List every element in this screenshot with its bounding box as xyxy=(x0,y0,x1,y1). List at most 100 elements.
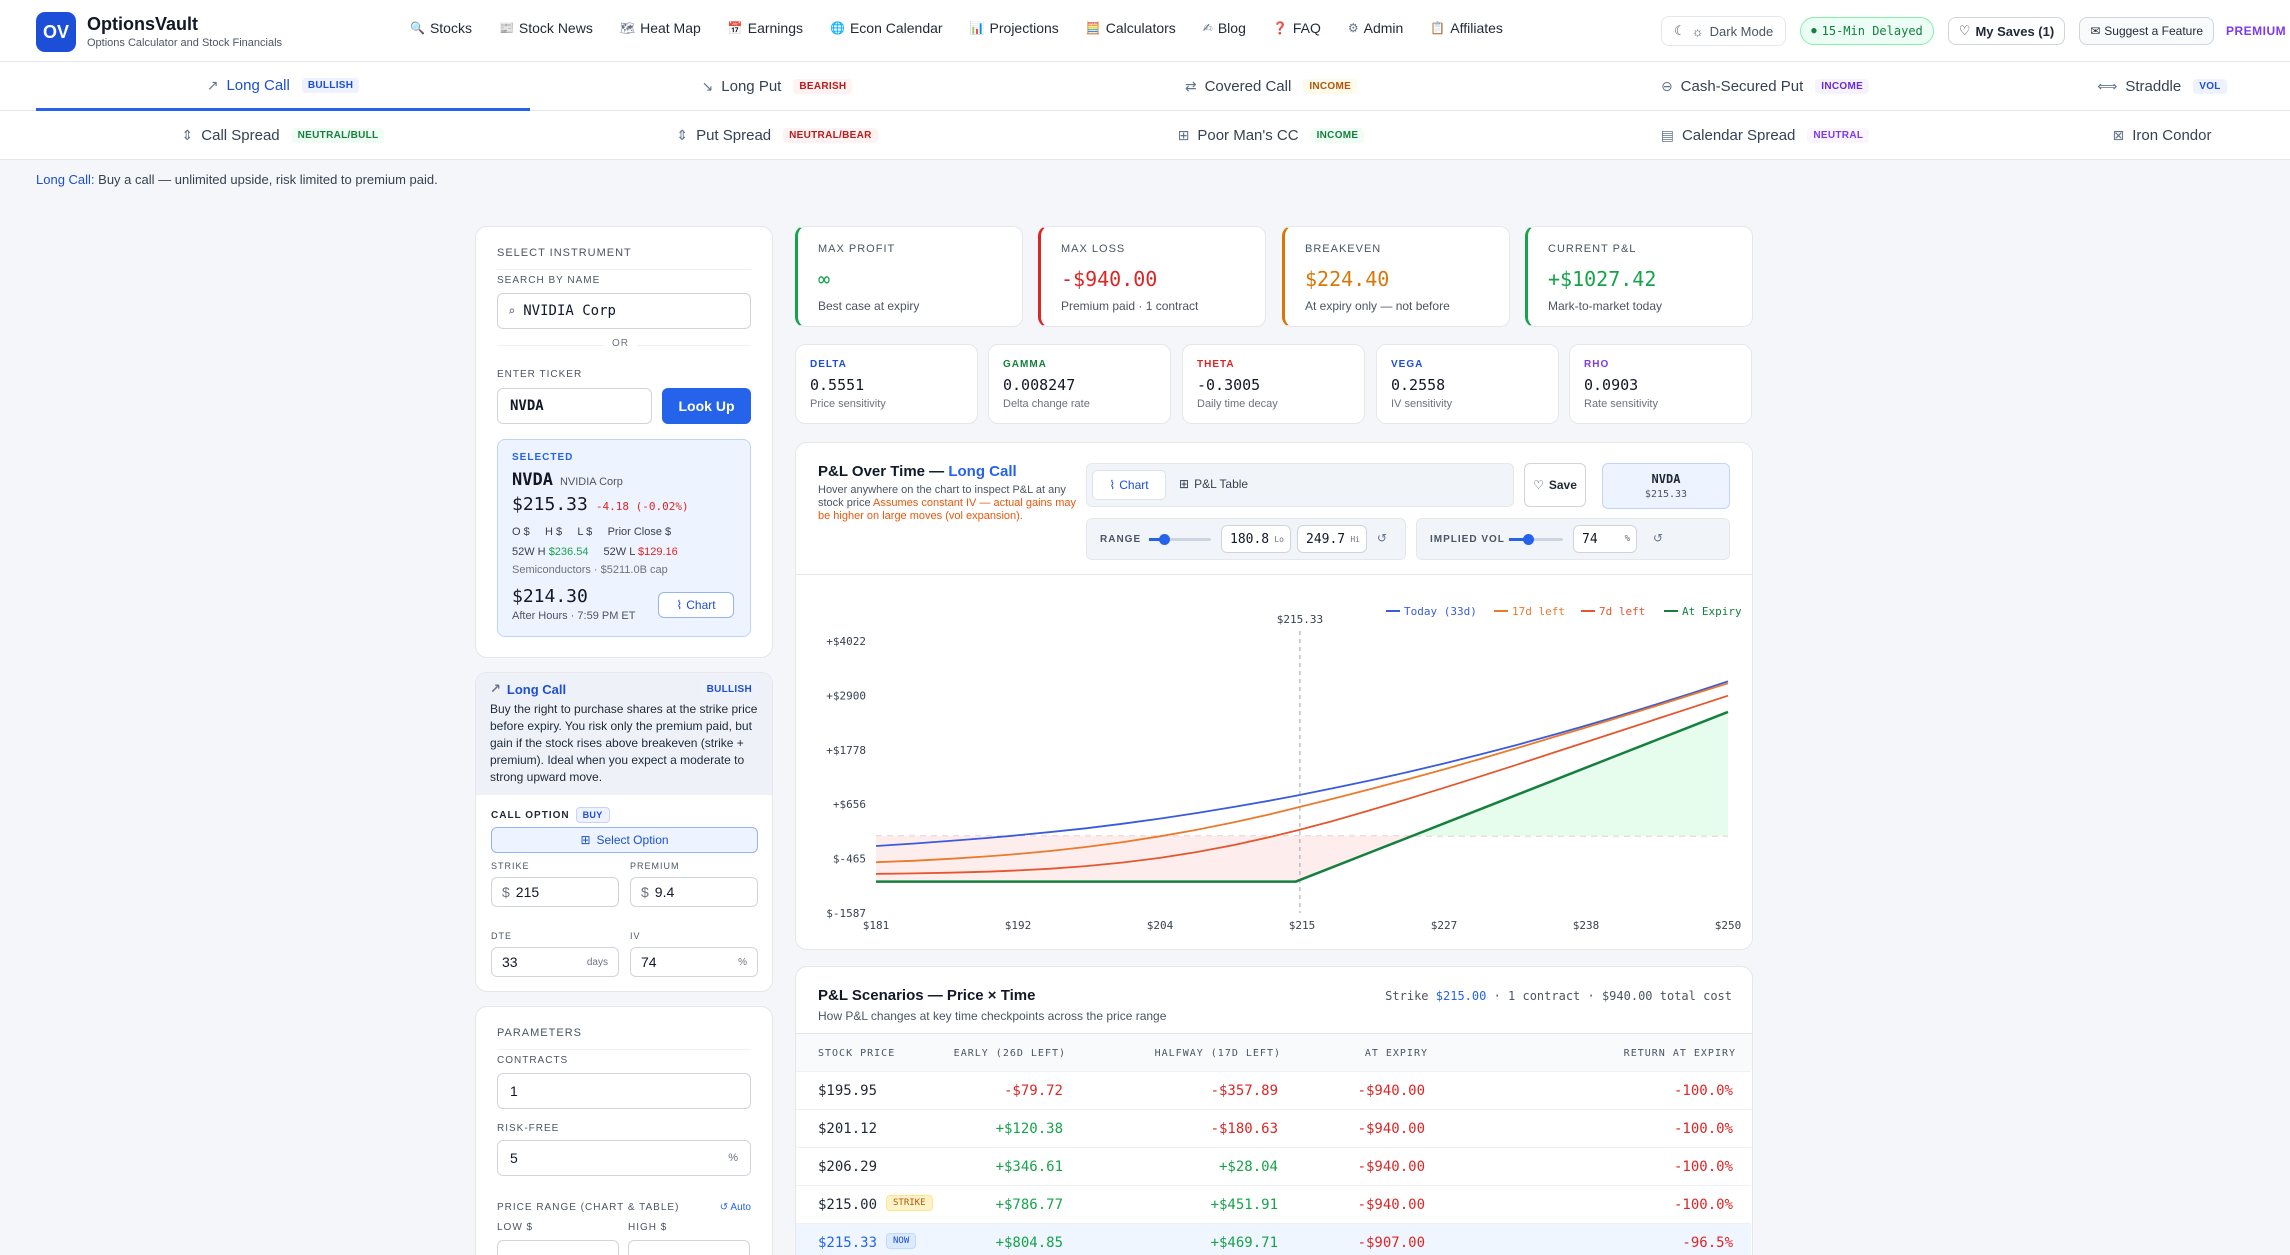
nav-link-faq[interactable]: ❓ FAQ xyxy=(1273,20,1321,36)
tab-pl-table[interactable]: ⊞ P&L Table xyxy=(1179,477,1248,491)
row-cell: -$907.00 xyxy=(1357,1235,1425,1251)
my-saves-button[interactable]: ♡ My Saves (1) xyxy=(1947,17,2066,45)
low-input[interactable] xyxy=(497,1240,619,1255)
strategy-tab-long-call[interactable]: ↗ Long Call BULLISH xyxy=(36,62,530,111)
range-slider[interactable] xyxy=(1149,534,1211,545)
nav-link-stock-news[interactable]: 📰 Stock News xyxy=(499,20,593,36)
header-actions: ☾ ☼ Dark Mode ● 15-Min Delayed ♡ My Saves (1… xyxy=(1661,16,2290,46)
nav-link-calculators[interactable]: 🧮 Calculators xyxy=(1086,20,1176,36)
table-row[interactable]: $206.29 +$346.61 +$28.04 -$940.00 -100.0% xyxy=(796,1147,1751,1185)
row-price: $201.12 xyxy=(818,1121,878,1137)
chart-button[interactable]: ⌇ Chart xyxy=(658,592,734,618)
series-line-17d-left[interactable] xyxy=(875,682,1729,864)
risk-free-input[interactable]: 5% xyxy=(497,1140,751,1176)
nav-link-label: Heat Map xyxy=(640,20,701,36)
strategy-tab-call-spread[interactable]: ⇕ Call Spread NEUTRAL/BULL xyxy=(36,111,530,160)
strategy-tab-calendar-spread[interactable]: ▤ Calendar Spread NEUTRAL xyxy=(1518,111,2012,160)
nav-link-label: Stocks xyxy=(429,20,472,36)
column-header[interactable]: HALFWAY (17D LEFT) xyxy=(1154,1048,1281,1059)
strike-input[interactable]: $215 xyxy=(491,877,619,907)
column-header[interactable]: RETURN AT EXPIRY xyxy=(1623,1048,1736,1059)
symbol-chip[interactable]: NVDA $215.33 xyxy=(1602,463,1730,509)
scenarios-subtitle: How P&L changes at key time checkpoints … xyxy=(818,1009,1167,1023)
nav-link-admin[interactable]: ⚙ Admin xyxy=(1348,20,1403,36)
dark-mode-button[interactable]: ☾ ☼ Dark Mode xyxy=(1661,16,1787,46)
row-price: $215.00 xyxy=(818,1197,878,1213)
tab-chart[interactable]: ⌇ Chart xyxy=(1092,470,1166,500)
w52h-value: $236.54 xyxy=(548,546,589,558)
dte-unit: days xyxy=(586,956,608,968)
row-cell: -100.0% xyxy=(1673,1083,1733,1099)
nav-link-stocks[interactable]: 🔍 Stocks xyxy=(410,20,472,36)
nav-link-affiliates[interactable]: 📋 Affiliates xyxy=(1430,20,1503,36)
iv-slider-handle[interactable] xyxy=(1523,534,1534,545)
kpi-subtitle: Premium paid · 1 contract xyxy=(1061,299,1199,313)
nav-link-projections[interactable]: 📊 Projections xyxy=(970,20,1059,36)
nav-link-blog[interactable]: ✍ Blog xyxy=(1203,20,1246,36)
premium-link[interactable]: PREMIUM xyxy=(2226,24,2286,38)
reset-iv-icon[interactable]: ↺ xyxy=(1653,531,1664,545)
strategy-tab-iron-condor[interactable]: ⊠ Iron Condor xyxy=(2012,111,2290,160)
strategy-tab-poor-man-s-cc[interactable]: ⊞ Poor Man's CC INCOME xyxy=(1024,111,1518,160)
range-high-input[interactable]: 249.7 Hi xyxy=(1297,525,1367,553)
tab-table-label: P&L Table xyxy=(1194,477,1249,491)
premium-value: 9.4 xyxy=(654,884,675,900)
strategy-icon: ⟺ xyxy=(2097,78,2118,94)
auto-range-button[interactable]: ↺ Auto xyxy=(720,1202,751,1213)
series-line-7d-left[interactable] xyxy=(875,694,1729,875)
strategy-tab-straddle[interactable]: ⟺ Straddle VOL xyxy=(2012,62,2290,111)
brand-name[interactable]: OptionsVault xyxy=(87,14,199,34)
dte-input[interactable]: 33 days xyxy=(491,947,619,977)
iv-slider[interactable] xyxy=(1509,534,1563,545)
table-row[interactable]: $195.95 -$79.72 -$357.89 -$940.00 -100.0% xyxy=(796,1071,1751,1109)
strategy-card-title: Long Call xyxy=(506,681,567,697)
greek-vega: VEGA 0.2558 IV sensitivity xyxy=(1376,344,1559,424)
iv-input[interactable]: 74% xyxy=(630,947,758,977)
strategy-tabs-row1: ↗ Long Call BULLISH ↘ Long Put BEARISH ⇄ Covere… xyxy=(0,62,2290,111)
table-row[interactable]: $215.33 NOW +$804.85 +$469.71 -$907.00 -96.5% xyxy=(796,1223,1751,1255)
nav-link-econ-calendar[interactable]: 🌐 Econ Calendar xyxy=(830,20,943,36)
column-header[interactable]: STOCK PRICE xyxy=(818,1048,896,1059)
save-chart-button[interactable]: ♡ Save xyxy=(1524,463,1586,507)
range-low-input[interactable]: 180.8 Lo xyxy=(1221,525,1291,553)
strategy-tab-long-put[interactable]: ↘ Long Put BEARISH xyxy=(530,62,1024,111)
row-cell: +$469.71 xyxy=(1210,1235,1278,1251)
table-row[interactable]: $201.12 +$120.38 -$180.63 -$940.00 -100.0% xyxy=(796,1109,1751,1147)
suggest-feature-button[interactable]: ✉ Suggest a Feature xyxy=(2079,17,2214,45)
grid-icon: ⊞ xyxy=(580,833,591,847)
column-header[interactable]: AT EXPIRY xyxy=(1364,1048,1428,1059)
row-cell: +$786.77 xyxy=(995,1197,1063,1213)
reset-range-icon[interactable]: ↺ xyxy=(1377,531,1388,545)
strategy-icon: ⊞ xyxy=(1177,127,1190,143)
high-input[interactable] xyxy=(628,1240,750,1255)
lookup-button[interactable]: Look Up xyxy=(662,388,751,424)
kpi-title: MAX LOSS xyxy=(1061,243,1126,255)
ticker-input[interactable]: NVDA xyxy=(497,388,652,424)
w52l-value: $129.16 xyxy=(637,546,678,558)
strategy-tab-cash-secured-put[interactable]: ⊖ Cash-Secured Put INCOME xyxy=(1518,62,2012,111)
table-row[interactable]: $215.00 STRIKE +$786.77 +$451.91 -$940.00 -10… xyxy=(796,1185,1751,1223)
logo[interactable]: OV xyxy=(36,12,76,52)
series-line-today-33d-[interactable] xyxy=(875,680,1729,847)
nav-link-heat-map[interactable]: 🗺 Heat Map xyxy=(620,20,701,36)
premium-input[interactable]: $9.4 xyxy=(630,877,758,907)
greek-title: DELTA xyxy=(810,359,847,370)
kpi-value: $224.40 xyxy=(1305,267,1390,291)
range-low-value: 180.8 xyxy=(1230,531,1270,547)
search-input[interactable]: ⌕ NVIDIA Corp xyxy=(497,293,751,329)
pl-chart[interactable]: +$4022 +$2900 +$1778 +$656 $-465 $-1587$181 $1… xyxy=(796,575,1752,950)
nav-link-earnings[interactable]: 📅 Earnings xyxy=(728,20,803,36)
range-high-unit: Hi xyxy=(1350,534,1360,544)
suggest-label: Suggest a Feature xyxy=(2104,24,2203,38)
range-slider-handle[interactable] xyxy=(1159,534,1170,545)
pl-chart-panel: P&L Over Time — Long Call Hover anywhere… xyxy=(795,442,1753,950)
select-option-button[interactable]: ⊞ Select Option xyxy=(491,827,758,853)
risk-free-unit: % xyxy=(728,1152,738,1164)
column-header[interactable]: EARLY (26D LEFT) xyxy=(953,1048,1066,1059)
strategy-tab-put-spread[interactable]: ⇕ Put Spread NEUTRAL/BEAR xyxy=(530,111,1024,160)
contracts-input[interactable]: 1 xyxy=(497,1073,751,1109)
strategy-badge: BEARISH xyxy=(793,79,853,94)
series-line-at-expiry[interactable] xyxy=(876,710,1729,883)
strategy-tab-covered-call[interactable]: ⇄ Covered Call INCOME xyxy=(1024,62,1518,111)
iv-control-input[interactable]: 74% xyxy=(1573,525,1637,553)
